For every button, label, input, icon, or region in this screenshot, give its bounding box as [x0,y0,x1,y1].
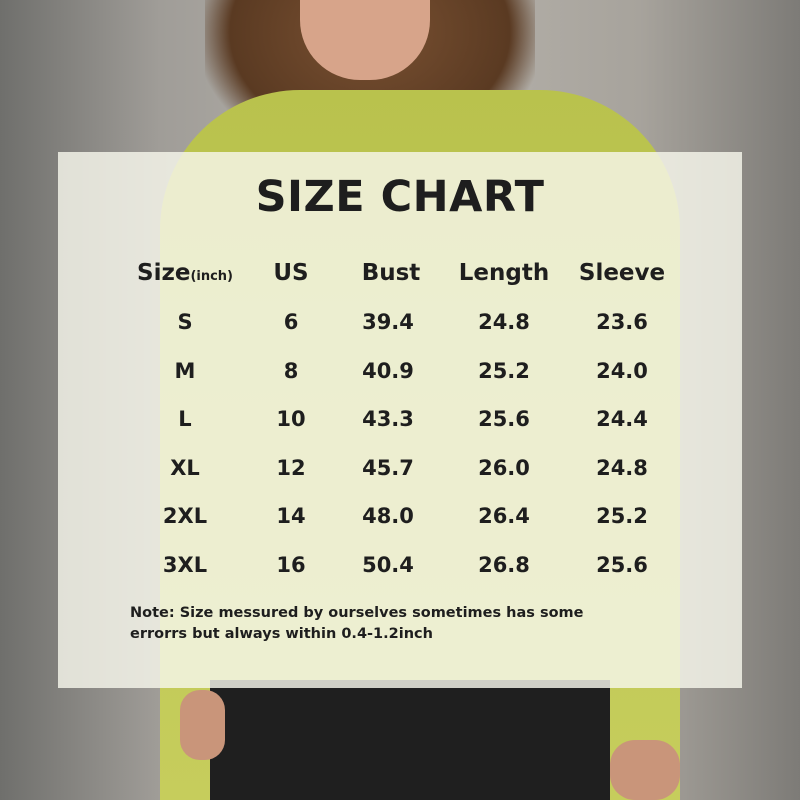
header-size-label: Size [137,260,191,286]
black-skirt [210,680,610,800]
cell-bust: 43.3 [362,407,414,431]
cell-sleeve: 23.6 [596,310,648,334]
header-size-unit: (inch) [190,269,233,284]
cell-bust: 45.7 [362,455,414,480]
model-hand [180,690,225,760]
cell-us: 16 [276,552,306,577]
cell-bust: 48.0 [362,504,414,528]
note-line-1: Note: Size messured by ourselves sometim… [130,605,584,621]
header-length: Length [458,260,550,286]
cell-length: 26.8 [478,552,530,577]
cell-sleeve: 25.6 [596,552,648,577]
header-bust: Bust [361,260,421,286]
note-line-2: errorrs but always within 0.4-1.2inch [130,626,433,642]
cell-bust: 39.4 [362,310,414,334]
cell-us: 6 [283,310,299,334]
cell-sleeve: 25.2 [596,504,648,528]
cell-us: 14 [276,504,306,528]
cell-length: 25.6 [478,407,530,431]
cell-length: 26.4 [478,504,530,528]
cell-size: S [177,310,193,334]
cell-us: 8 [283,358,299,383]
header-size: Size(inch) [137,260,233,286]
cell-sleeve: 24.4 [596,407,648,431]
cell-size: L [178,407,192,431]
cell-size: XL [170,455,200,480]
cell-bust: 50.4 [362,552,414,577]
cell-size: 3XL [162,552,208,577]
size-chart-panel [58,152,742,688]
cell-sleeve: 24.0 [596,358,648,383]
cell-us: 12 [276,455,306,480]
cell-us: 10 [276,407,306,431]
header-sleeve: Sleeve [578,260,666,286]
header-us: US [273,260,309,286]
cell-size: M [174,358,196,383]
cell-sleeve: 24.8 [596,455,648,480]
cell-size: 2XL [162,504,208,528]
model-hand [610,740,680,800]
size-chart-title: SIZE CHART [255,172,545,222]
cell-length: 24.8 [478,310,530,334]
cell-length: 25.2 [478,358,530,383]
cell-bust: 40.9 [362,358,414,383]
cell-length: 26.0 [478,455,530,480]
size-note: Note: Size messured by ourselves sometim… [130,603,690,645]
